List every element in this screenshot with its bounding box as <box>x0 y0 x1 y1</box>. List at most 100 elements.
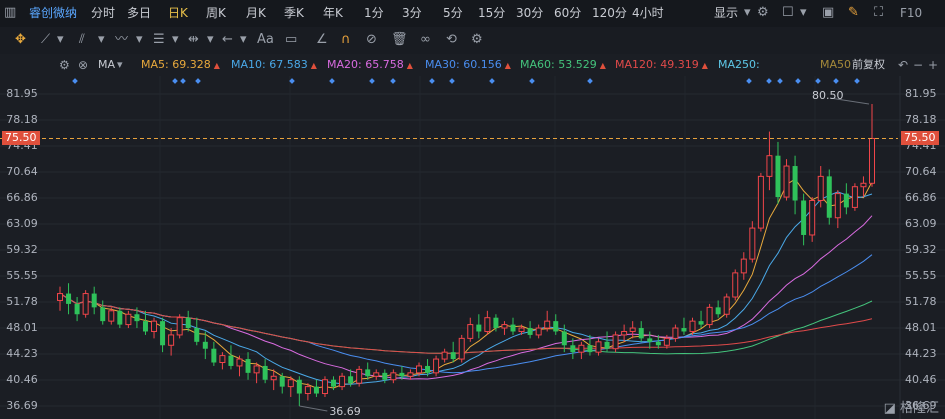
chevron-down-icon[interactable]: ▾ <box>117 58 123 71</box>
candle-body-up <box>82 293 89 315</box>
line-tool-icon[interactable]: ⟋ <box>41 32 51 47</box>
candle-body-down <box>792 166 798 201</box>
period-toolbar: ▥ 睿创微纳 分时 多日 日K 周K 月K 季K 年K 1分 3分 5分 15分 30分 60分 120分… <box>0 0 945 28</box>
event-marker <box>172 78 178 84</box>
pencil-icon[interactable]: ✎ <box>848 5 859 20</box>
up-triangle-icon: ▲ <box>213 61 220 70</box>
hide-icon[interactable]: ⊘ <box>366 32 377 47</box>
candle-body-up <box>467 324 474 339</box>
chevron-down-icon[interactable]: ▾ <box>98 32 105 47</box>
tab-period-10[interactable]: 15分 <box>478 6 506 20</box>
arrow-tool-icon[interactable]: ← <box>222 32 233 47</box>
crosshair-icon[interactable]: ✥ <box>15 32 26 47</box>
candle-body-up <box>851 186 858 208</box>
y-tick-label-left: 51.78 <box>6 294 38 308</box>
candle-body-up <box>108 310 115 322</box>
ma-item-label: MA5: 69.328 <box>141 58 211 71</box>
chevron-down-icon[interactable]: ▾ <box>207 32 214 47</box>
fib-tool-icon[interactable]: ☰ <box>153 32 165 47</box>
chevron-down-icon[interactable]: ▾ <box>240 32 247 47</box>
event-marker <box>449 78 455 84</box>
candle-body-up <box>433 358 440 374</box>
text-tool-icon[interactable]: Aa <box>257 32 274 47</box>
current-price-tag-left: 75.50 <box>2 131 40 146</box>
comment-tool-icon[interactable]: ▭ <box>285 32 298 47</box>
y-tick-label-left: 36.69 <box>6 399 38 412</box>
tab-period-14[interactable]: 4小时 <box>632 6 664 20</box>
chevron-down-icon[interactable]: ▾ <box>172 32 179 47</box>
display-menu[interactable]: 显示 <box>714 6 739 20</box>
gear-icon[interactable]: ⚙ <box>59 58 70 72</box>
tab-period-1[interactable]: 多日 <box>127 6 152 20</box>
y-tick-label-right: 36.69 <box>905 399 937 412</box>
tab-period-5[interactable]: 季K <box>284 6 304 20</box>
chevron-down-icon[interactable]: ▾ <box>136 32 143 47</box>
event-marker <box>854 78 860 84</box>
camera-icon[interactable]: ▣ <box>822 5 835 20</box>
candle-body-down <box>681 328 687 332</box>
watermark-text: 格隆汇 <box>899 401 939 416</box>
tab-period-4[interactable]: 月K <box>246 6 266 20</box>
ma-item-label: MA10: 67.583 <box>231 58 308 71</box>
channel-tool-icon[interactable]: ⫽ <box>79 32 85 47</box>
kline-chart[interactable] <box>0 76 945 419</box>
ma-item-5: MA120: 49.319 ▲ <box>615 58 708 73</box>
trash-icon[interactable]: 🗑 <box>391 32 408 47</box>
undo-icon[interactable]: ↶ <box>898 58 909 72</box>
tab-period-11[interactable]: 30分 <box>516 6 544 20</box>
sync-icon[interactable]: ⟲ <box>446 32 457 47</box>
tab-period-8[interactable]: 3分 <box>402 6 422 20</box>
ma-item-label: MA30: 60.156 <box>425 58 502 71</box>
candle-body-up <box>689 320 696 332</box>
eraser-icon[interactable]: ∠ <box>316 32 328 47</box>
y-tick-label-left: 63.09 <box>6 217 38 230</box>
candle-body-up <box>544 320 551 329</box>
stock-name[interactable]: 睿创微纳 <box>29 6 78 20</box>
candle-body-up <box>407 372 414 377</box>
minus-icon[interactable]: − <box>913 58 924 72</box>
chevron-down-icon[interactable]: ▾ <box>800 5 807 20</box>
candle-body-up <box>834 193 841 219</box>
f10-button[interactable]: F10 <box>900 6 923 20</box>
candle-body-up <box>621 330 628 336</box>
y-tick-label-left: 44.23 <box>6 347 38 361</box>
candle-body-down <box>425 365 431 373</box>
plus-icon[interactable]: + <box>928 58 939 72</box>
tab-period-12[interactable]: 60分 <box>554 6 582 20</box>
tab-period-3[interactable]: 周K <box>206 6 226 20</box>
checkbox-icon[interactable]: ☐ <box>782 5 794 20</box>
candle-body-down <box>66 293 72 304</box>
event-marker <box>329 78 335 84</box>
y-tick-label-left: 40.46 <box>6 373 38 386</box>
y-tick-label-right: 55.55 <box>905 268 937 282</box>
adjust-button[interactable]: 前复权 <box>852 58 885 71</box>
tab-period-2[interactable]: 日K <box>168 6 188 20</box>
tab-period-9[interactable]: 5分 <box>443 6 463 20</box>
candle-body-up <box>578 344 585 353</box>
gear-icon[interactable]: ⚙ <box>757 5 769 20</box>
link-icon[interactable]: ∞ <box>420 32 431 47</box>
sidebar-toggle-icon[interactable]: ▥ <box>4 5 17 20</box>
close-icon[interactable]: ⊗ <box>78 58 89 72</box>
candle-body-down <box>348 376 354 384</box>
candle-body-up <box>740 258 747 274</box>
gear-icon[interactable]: ⚙ <box>471 32 483 47</box>
y-tick-label-right: 59.32 <box>905 243 937 256</box>
candle-body-up <box>484 317 491 332</box>
chevron-down-icon[interactable]: ▾ <box>744 5 751 20</box>
tab-period-7[interactable]: 1分 <box>364 6 384 20</box>
tab-period-13[interactable]: 120分 <box>592 6 627 20</box>
measure-tool-icon[interactable]: ⇹ <box>188 32 199 47</box>
current-price-tag-right: 75.50 <box>901 131 939 146</box>
candle-body-up <box>253 365 260 374</box>
magnet-icon[interactable]: ∩ <box>341 32 351 47</box>
wave-tool-icon[interactable]: 〰 <box>115 32 129 47</box>
fullscreen-icon[interactable]: ⛶ <box>874 5 884 20</box>
candle-body-up <box>458 337 465 360</box>
chevron-down-icon[interactable]: ▾ <box>57 32 64 47</box>
tab-period-6[interactable]: 年K <box>323 6 343 20</box>
y-tick-label-left: 66.86 <box>6 191 38 205</box>
candle-body-up <box>518 327 525 332</box>
low-annotation-line <box>299 405 328 412</box>
tab-period-0[interactable]: 分时 <box>91 6 116 20</box>
